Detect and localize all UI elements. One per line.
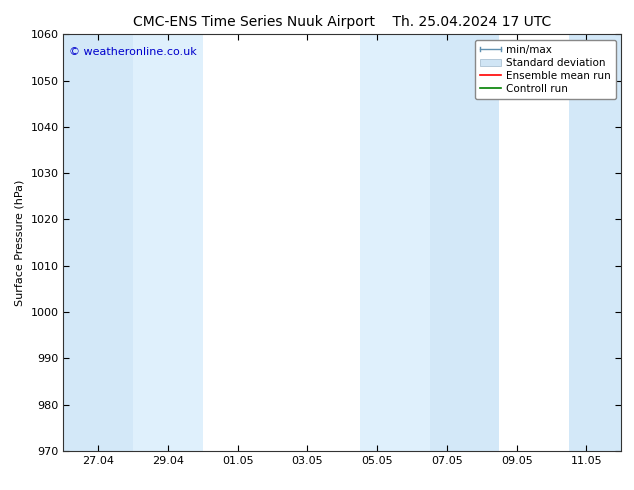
Bar	[429, 34, 500, 451]
Bar	[133, 34, 203, 451]
Text: © weatheronline.co.uk: © weatheronline.co.uk	[69, 47, 197, 57]
Y-axis label: Surface Pressure (hPa): Surface Pressure (hPa)	[15, 179, 25, 306]
Bar	[63, 34, 133, 451]
Bar	[359, 34, 429, 451]
Legend: min/max, Standard deviation, Ensemble mean run, Controll run: min/max, Standard deviation, Ensemble me…	[475, 40, 616, 99]
Title: CMC-ENS Time Series Nuuk Airport    Th. 25.04.2024 17 UTC: CMC-ENS Time Series Nuuk Airport Th. 25.…	[133, 15, 552, 29]
Bar	[569, 34, 621, 451]
